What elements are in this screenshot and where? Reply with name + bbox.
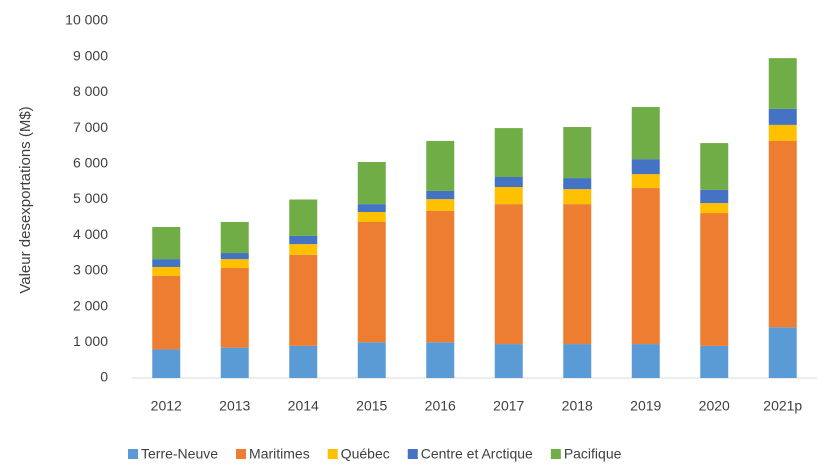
bar-segment bbox=[289, 345, 318, 378]
bar-segment bbox=[494, 204, 523, 345]
legend-label: Québec bbox=[341, 446, 390, 462]
bar-segment bbox=[631, 107, 660, 160]
y-axis-label: Valeur desexportations (M$) bbox=[17, 106, 34, 293]
bar-segment bbox=[357, 162, 386, 205]
bar-segment bbox=[357, 342, 386, 378]
bar-segment bbox=[768, 327, 797, 378]
legend-swatch bbox=[327, 449, 338, 459]
bar-segment bbox=[289, 235, 318, 245]
bar-segment bbox=[631, 159, 660, 175]
legend-swatch bbox=[236, 449, 247, 459]
x-tick-label: 2013 bbox=[219, 398, 250, 414]
bar-segment bbox=[152, 349, 181, 378]
bar-segment bbox=[494, 177, 523, 188]
x-tick-label: 2015 bbox=[356, 398, 387, 414]
bar-segment bbox=[768, 124, 797, 141]
bar-segment bbox=[768, 108, 797, 125]
legend-label: Pacifique bbox=[564, 446, 622, 462]
bar-segment bbox=[494, 128, 523, 178]
bar-segment bbox=[700, 203, 729, 214]
x-tick-label: 2018 bbox=[562, 398, 593, 414]
y-tick-label: 6 000 bbox=[73, 155, 108, 171]
x-tick-label: 2012 bbox=[151, 398, 182, 414]
bar-segment bbox=[220, 221, 249, 254]
legend-label: Centre et Arctique bbox=[421, 446, 533, 462]
x-tick-label: 2016 bbox=[425, 398, 456, 414]
bar-segment bbox=[700, 143, 729, 190]
bar-segment bbox=[563, 127, 592, 179]
bar-segment bbox=[563, 204, 592, 345]
y-tick-label: 4 000 bbox=[73, 226, 108, 242]
bar-segment bbox=[700, 189, 729, 204]
bar-segment bbox=[426, 190, 455, 200]
x-tick-label: 2014 bbox=[288, 398, 319, 414]
bar-segment bbox=[563, 178, 592, 190]
bar-segment bbox=[494, 187, 523, 205]
y-tick-label: 8 000 bbox=[73, 83, 108, 99]
bar-segment bbox=[768, 140, 797, 328]
bar-segment bbox=[357, 221, 386, 343]
bar-segment bbox=[700, 345, 729, 378]
y-tick-label: 5 000 bbox=[73, 190, 108, 206]
legend-label: Terre-Neuve bbox=[141, 446, 218, 462]
bar-segment bbox=[289, 254, 318, 346]
x-tick-label: 2019 bbox=[630, 398, 661, 414]
x-tick-label: 2017 bbox=[493, 398, 524, 414]
bar-segment bbox=[426, 199, 455, 211]
y-tick-label: 1 000 bbox=[73, 333, 108, 349]
bar-segment bbox=[494, 344, 523, 378]
y-tick-label: 7 000 bbox=[73, 119, 108, 135]
bar-segment bbox=[700, 213, 729, 346]
y-tick-label: 3 000 bbox=[73, 262, 108, 278]
x-tick-label: 2020 bbox=[699, 398, 730, 414]
bar-segment bbox=[631, 344, 660, 378]
y-tick-label: 0 bbox=[100, 369, 108, 385]
bar-segment bbox=[220, 253, 249, 260]
bar-segment bbox=[357, 211, 386, 222]
legend-swatch bbox=[128, 449, 138, 459]
bar-segment bbox=[152, 259, 181, 267]
legend-label: Maritimes bbox=[249, 446, 310, 462]
bar-segment bbox=[563, 344, 592, 378]
bar-segment bbox=[631, 174, 660, 189]
y-tick-label: 10 000 bbox=[65, 12, 108, 28]
bar-segment bbox=[426, 140, 455, 191]
x-tick-label: 2021p bbox=[763, 398, 802, 414]
legend-swatch bbox=[407, 449, 418, 459]
bar-segment bbox=[426, 342, 455, 378]
y-tick-label: 2 000 bbox=[73, 297, 108, 313]
bar-segment bbox=[631, 188, 660, 345]
y-tick-label: 9 000 bbox=[73, 47, 108, 63]
bar-segment bbox=[768, 58, 797, 109]
bar-segment bbox=[289, 244, 318, 255]
bar-segment bbox=[220, 347, 249, 378]
legend-swatch bbox=[550, 449, 561, 459]
bar-segment bbox=[152, 275, 181, 350]
bar-segment bbox=[152, 266, 181, 276]
bar-segment bbox=[357, 204, 386, 212]
bar-segment bbox=[220, 259, 249, 269]
bar-segment bbox=[563, 189, 592, 205]
bar-segment bbox=[426, 210, 455, 343]
bar-segment bbox=[220, 268, 249, 348]
bar-segment bbox=[289, 199, 318, 236]
bar-segment bbox=[152, 226, 181, 260]
